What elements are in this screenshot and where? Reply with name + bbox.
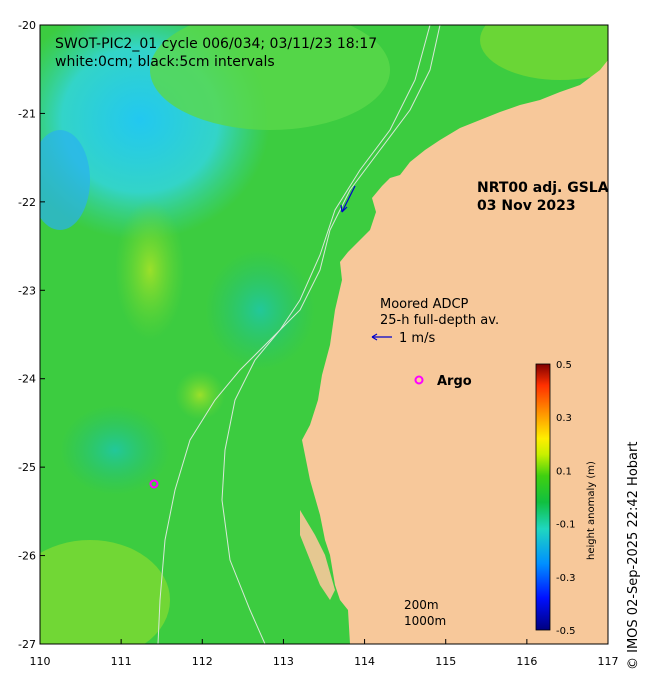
x-tick-label: 111 <box>111 655 132 668</box>
colorbar-tick-label: -0.3 <box>556 573 576 584</box>
y-axis: -20 -21 -22 -23 -24 -25 -26 -27 <box>18 19 45 651</box>
argo-float-marker <box>149 479 159 489</box>
y-tick-label: -27 <box>18 638 36 651</box>
x-tick-label: 110 <box>30 655 51 668</box>
colorbar-label: height anomaly (m) <box>586 461 597 560</box>
product-name: NRT00 adj. GSLA <box>477 180 609 196</box>
isobath-1000-label: 1000m <box>404 614 446 628</box>
adcp-label-line1: Moored ADCP <box>380 297 469 312</box>
argo-legend-marker <box>414 375 424 385</box>
credit-text: © IMOS 02-Sep-2025 22:42 Hobart <box>626 442 641 670</box>
y-tick-label: -22 <box>18 196 36 209</box>
x-tick-label: 112 <box>192 655 213 668</box>
argo-label: Argo <box>437 374 472 389</box>
colorbar-tick-label: -0.5 <box>556 626 576 637</box>
x-tick-label: 114 <box>354 655 375 668</box>
colorbar-tick-label: 0.5 <box>556 360 572 371</box>
isobath-200m <box>157 25 441 644</box>
x-tick-label: 117 <box>598 655 619 668</box>
isobath-1000m <box>221 25 431 644</box>
y-tick-label: -21 <box>18 107 36 120</box>
colorbar-tick-label: 0.3 <box>556 413 572 424</box>
land-mass <box>302 25 608 644</box>
vector-scale-label: 1 m/s <box>399 331 435 346</box>
x-axis: 110 111 112 113 114 115 116 117 <box>30 639 619 668</box>
x-tick-label: 115 <box>435 655 456 668</box>
product-date: 03 Nov 2023 <box>477 198 576 214</box>
y-tick-label: -23 <box>18 284 36 297</box>
isobath-200-label: 200m <box>404 598 439 612</box>
colorbar: 0.5 0.3 0.1 -0.1 -0.3 -0.5 height anomaly (m) <box>535 360 597 637</box>
map-title-line2: white:0cm; black:5cm intervals <box>55 54 275 70</box>
x-tick-label: 116 <box>516 655 537 668</box>
y-tick-label: -24 <box>18 373 36 386</box>
y-tick-label: -26 <box>18 550 36 563</box>
y-tick-label: -20 <box>18 19 36 32</box>
x-tick-label: 113 <box>273 655 294 668</box>
sea-level-field <box>40 25 608 644</box>
map-title-line1: SWOT-PIC2_01 cycle 006/034; 03/11/23 18:… <box>55 36 377 52</box>
map-frame <box>39 24 609 645</box>
colorbar-tick-label: -0.1 <box>556 520 576 531</box>
y-tick-label: -25 <box>18 461 36 474</box>
vector-scale-arrow <box>371 333 392 341</box>
colorbar-tick-label: 0.1 <box>556 466 572 477</box>
adcp-label-line2: 25-h full-depth av. <box>380 313 499 328</box>
